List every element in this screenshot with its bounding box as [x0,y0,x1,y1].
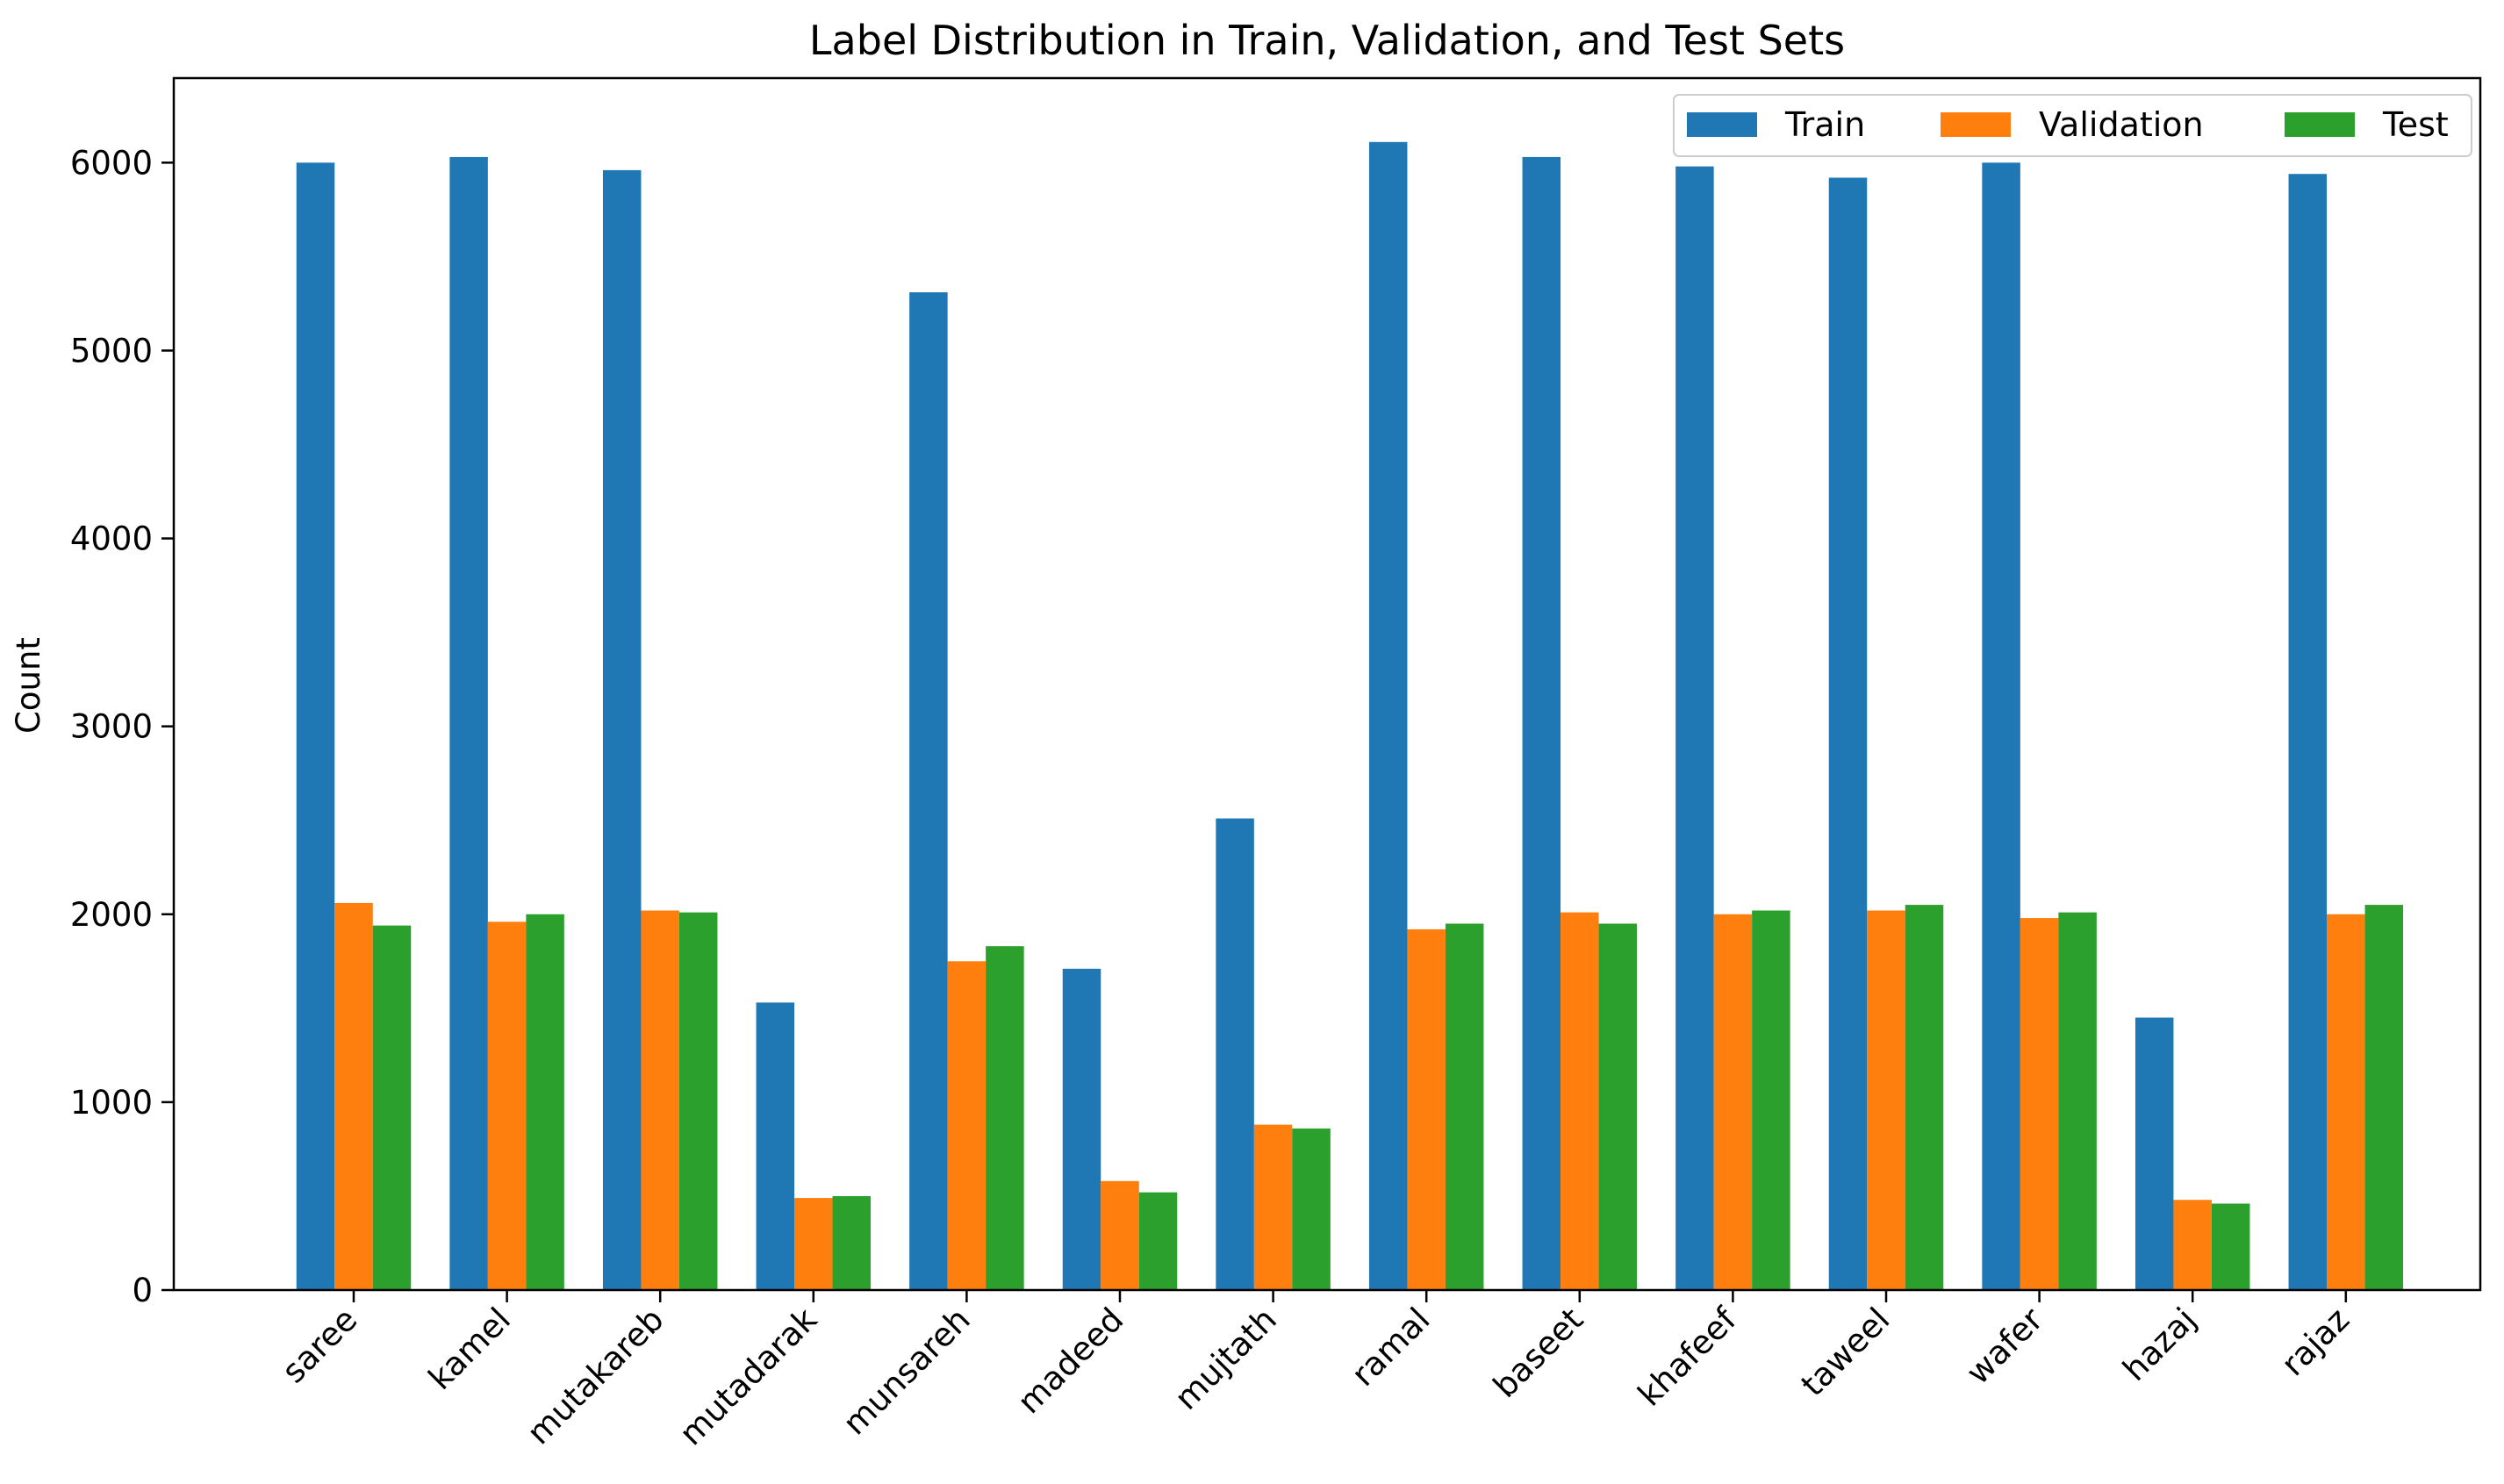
bar-train-hazaj [2134,1017,2174,1290]
bar-test-madeed [1138,1192,1178,1290]
x-tick-label-saree: saree [275,1301,364,1390]
bar-validation-khafeef [1713,914,1753,1290]
bar-validation-taweel [1867,910,1905,1290]
bar-train-mujtath [1216,818,1254,1290]
x-tick-label-mutakareb: mutakareb [520,1301,671,1452]
bar-validation-wafer [2020,918,2059,1290]
y-axis-ticks: 0 1000 2000 3000 4000 5000 6000 [70,144,174,1309]
y-tick-label: 5000 [70,332,153,369]
x-tick-label-rajaz: rajaz [2274,1301,2357,1383]
y-axis-label: Count [10,637,47,734]
bar-validation-hazaj [2173,1200,2212,1290]
x-tick-label-kamel: kamel [421,1301,518,1397]
bar-test-hazaj [2211,1203,2250,1290]
bar-train-munsareh [909,292,948,1291]
bar-test-rajaz [2364,905,2404,1290]
x-tick-label-wafer: wafer [1959,1300,2050,1391]
bars-group [296,141,2404,1291]
x-tick-label-baseet: baseet [1486,1301,1590,1405]
y-tick-label: 6000 [70,144,153,182]
legend: Train Validation Test [1673,94,2472,157]
bar-test-wafer [2058,912,2097,1290]
legend-label-test: Test [2382,105,2449,144]
bar-test-munsareh [986,946,1024,1290]
bar-validation-madeed [1101,1180,1139,1290]
bar-test-mutakareb [678,912,718,1290]
bar-validation-mutadarak [794,1198,833,1290]
x-axis-ticks: saree kamel mutakareb mutadarak munsareh made… [275,1290,2357,1452]
y-tick-label: 2000 [70,896,153,934]
plot-area-frame [172,76,2482,1292]
bar-train-taweel [1828,177,1868,1291]
bar-train-ramal [1368,141,1408,1290]
bar-train-saree [296,162,335,1291]
legend-swatch-validation [1941,112,2011,137]
chart-title: Label Distribution in Train, Validation,… [809,17,1845,64]
y-tick-label: 0 [132,1272,153,1309]
bar-train-wafer [1982,162,2020,1291]
bar-test-ramal [1445,923,1484,1290]
y-tick-label: 4000 [70,520,153,558]
legend-swatch-test [2285,112,2355,137]
x-tick-label-hazaj: hazaj [2116,1301,2204,1388]
bar-test-kamel [526,914,564,1290]
bar-validation-mutakareb [641,910,679,1290]
bar-train-mutakareb [602,169,642,1290]
bar-test-taweel [1905,905,1944,1290]
bar-validation-saree [334,902,373,1290]
y-tick-label: 3000 [70,708,153,746]
bar-train-khafeef [1675,166,1714,1290]
bar-train-mutadarak [756,1002,795,1290]
legend-label-validation: Validation [2039,105,2204,144]
bar-train-rajaz [2288,174,2328,1291]
bar-validation-munsareh [947,961,987,1290]
x-tick-label-munsareh: munsareh [836,1301,978,1443]
bar-test-mujtath [1292,1128,1331,1290]
x-tick-label-ramal: ramal [1345,1301,1438,1394]
bar-validation-ramal [1407,928,1446,1290]
bar-validation-rajaz [2327,914,2365,1290]
bar-train-kamel [449,156,488,1291]
bar-validation-mujtath [1253,1124,1293,1290]
legend-box [1673,94,2472,157]
bar-test-baseet [1598,923,1638,1290]
x-tick-label-mutadarak: mutadarak [672,1301,825,1453]
x-tick-label-madeed: madeed [1010,1301,1130,1421]
bar-validation-baseet [1561,912,1599,1290]
bar-test-khafeef [1752,910,1790,1290]
bar-validation-kamel [487,921,527,1290]
x-tick-label-khafeef: khafeef [1631,1300,1744,1413]
x-tick-label-taweel: taweel [1794,1301,1898,1404]
bar-train-baseet [1522,156,1561,1291]
bar-test-mutadarak [832,1195,872,1290]
legend-swatch-train [1687,112,1757,137]
bar-test-saree [372,925,412,1290]
bar-train-madeed [1062,968,1101,1290]
x-tick-label-mujtath: mujtath [1167,1301,1284,1417]
y-tick-label: 1000 [70,1084,153,1122]
legend-label-train: Train [1784,105,1865,144]
